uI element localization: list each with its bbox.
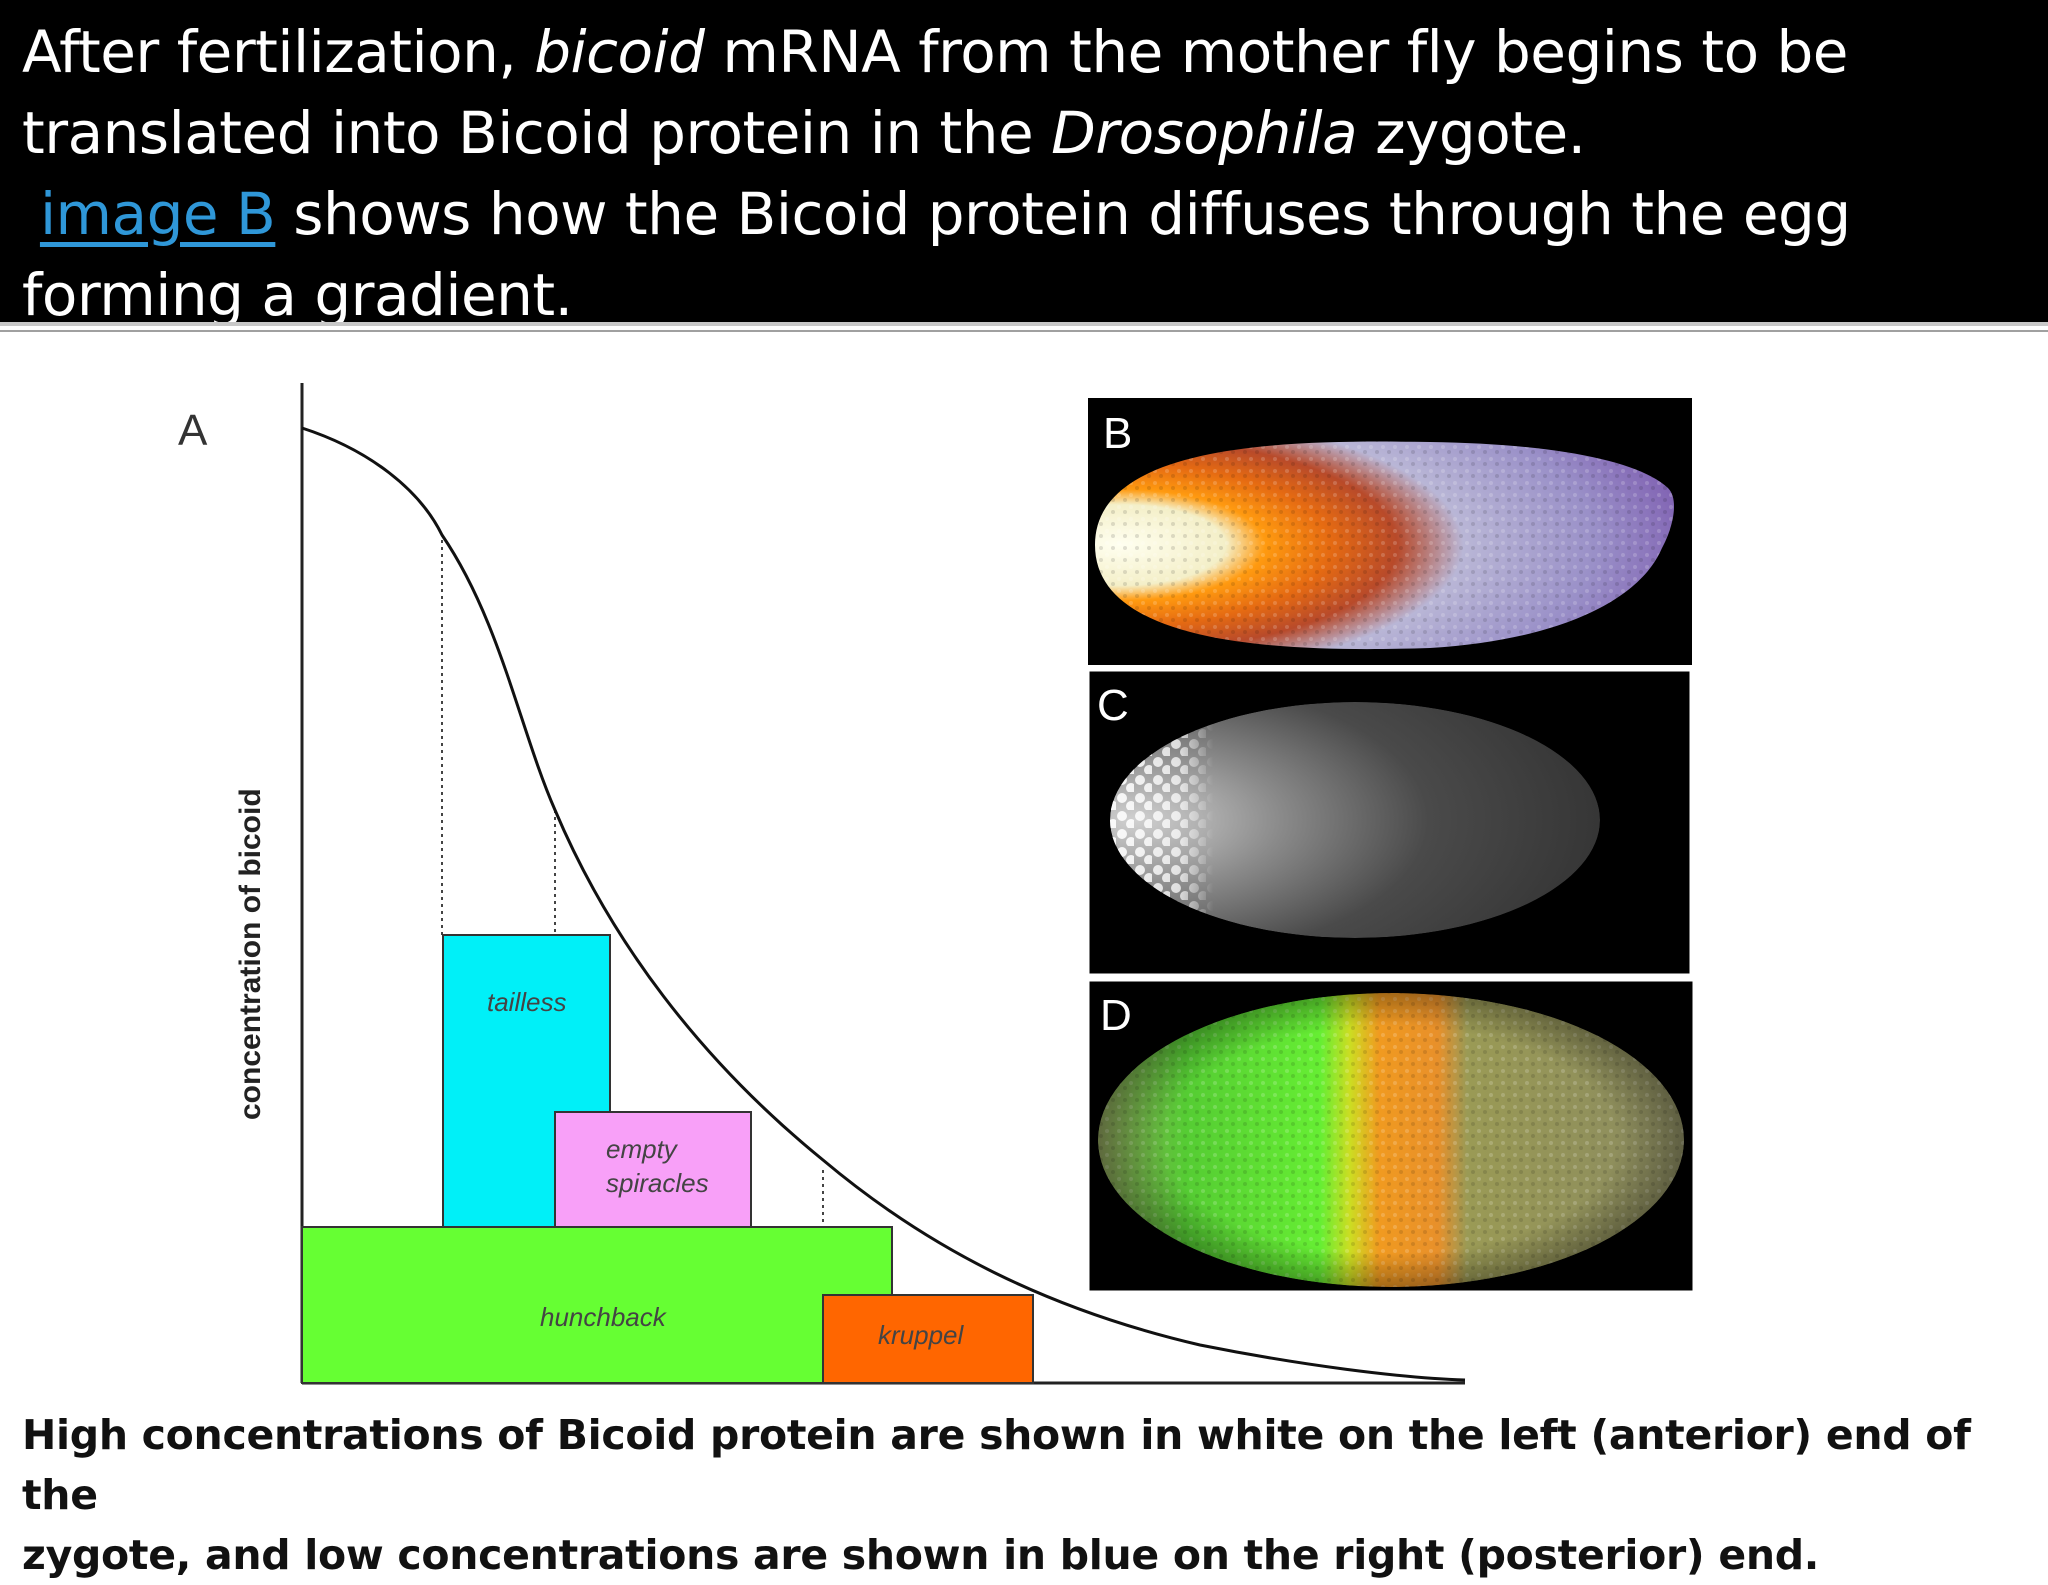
figure-caption: High concentrations of Bicoid protein ar… xyxy=(22,1405,2032,1585)
kruppel-label: kruppel xyxy=(878,1320,964,1350)
image-b-link[interactable]: image B xyxy=(39,180,276,248)
panel-b-embryo xyxy=(1095,441,1675,650)
bicoid-gradient-figure: A concentration of bicoid tailless empty… xyxy=(178,383,1696,1385)
panel-d-label: D xyxy=(1100,991,1132,1040)
slide-header: After fertilization, bicoid mRNA from th… xyxy=(0,0,2048,322)
panel-c-label: C xyxy=(1097,681,1129,730)
bicoid-gradient-curve xyxy=(301,426,1466,1382)
spiracles-label: spiracles xyxy=(606,1168,709,1198)
y-axis-label: concentration of bicoid xyxy=(234,788,267,1120)
empty-spiracles-box xyxy=(554,1111,752,1228)
hunchback-label: hunchback xyxy=(540,1302,668,1332)
panel-c-embryo xyxy=(1110,702,1600,938)
header-line4: forming a gradient. xyxy=(22,261,573,322)
panel-b-label: B xyxy=(1103,409,1132,458)
kruppel-box xyxy=(822,1294,1034,1384)
header-divider xyxy=(0,322,2048,326)
empty-label: empty xyxy=(606,1134,679,1164)
caption-line1: High concentrations of Bicoid protein ar… xyxy=(22,1411,1971,1519)
header-line3: image B shows how the Bicoid protein dif… xyxy=(39,180,1851,248)
header-line1: After fertilization, bicoid mRNA from th… xyxy=(22,18,1848,86)
tailless-label: tailless xyxy=(487,987,566,1017)
header-divider-secondary xyxy=(0,330,2048,332)
panel-d-embryo xyxy=(1098,993,1684,1287)
header-text: After fertilization, bicoid mRNA from th… xyxy=(22,12,2022,322)
header-line2: translated into Bicoid protein in the Dr… xyxy=(22,99,1586,167)
caption-line2: zygote, and low concentrations are shown… xyxy=(22,1531,1820,1579)
panel-a-label: A xyxy=(178,406,208,455)
